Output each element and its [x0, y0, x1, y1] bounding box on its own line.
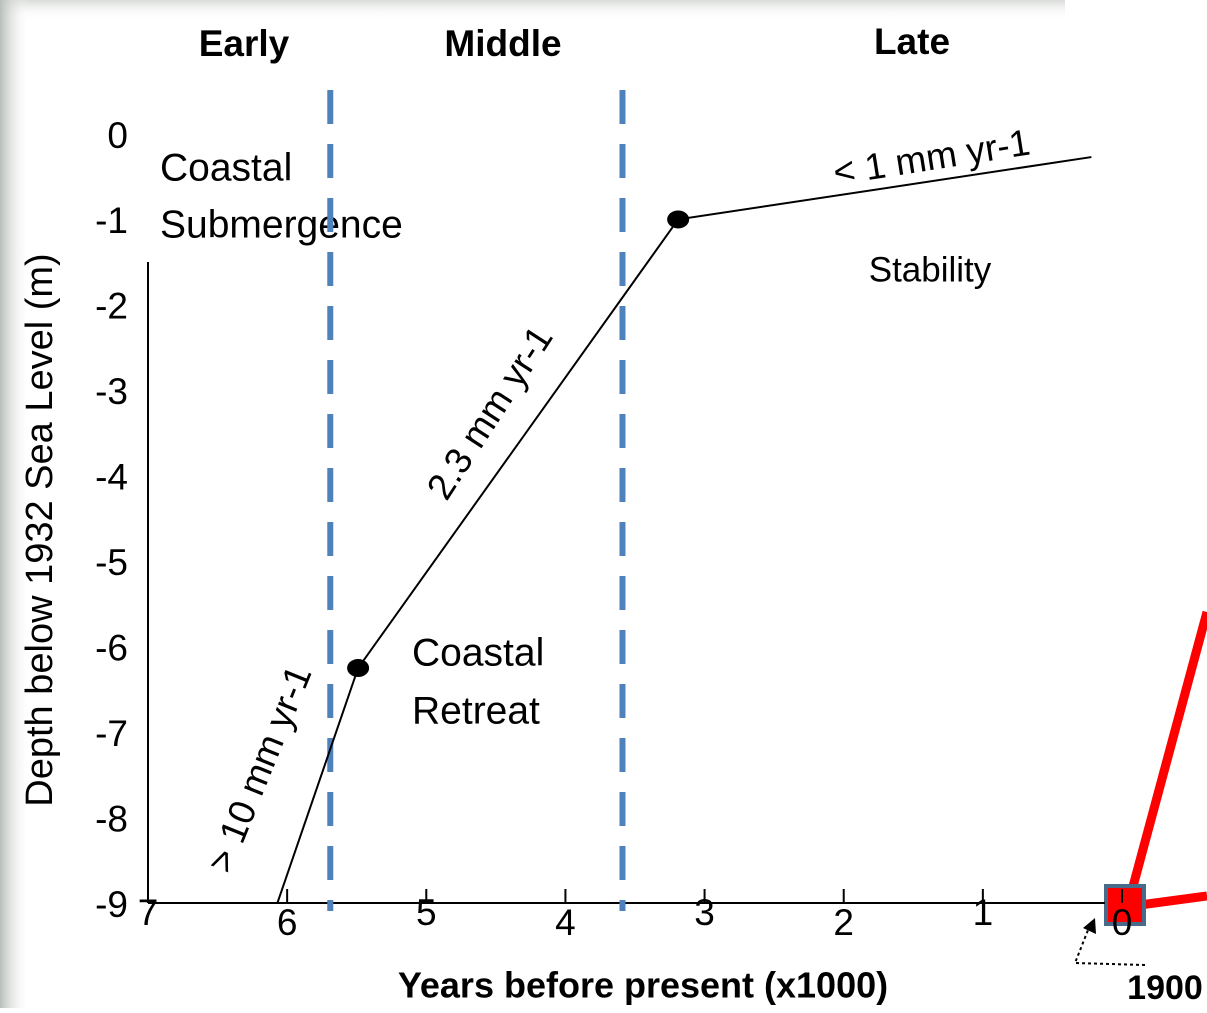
annotation: Coastal — [160, 146, 292, 189]
background-top — [0, 0, 1065, 20]
x-tick-label: 4 — [555, 902, 576, 943]
reference-year: 1900 — [1127, 969, 1203, 1007]
y-tick-label: -6 — [95, 627, 128, 668]
x-tick-label: 3 — [694, 892, 715, 933]
y-tick-label: -2 — [95, 286, 128, 327]
y-tick-label: 0 — [107, 115, 128, 156]
data-point — [347, 659, 370, 678]
x-axis-label: Years before present (x1000) — [398, 965, 888, 1006]
x-tick-label: 7 — [138, 892, 159, 933]
y-tick-label: -5 — [95, 542, 128, 583]
x-tick-label: 6 — [277, 902, 298, 943]
x-tick-label: 0 — [1112, 902, 1133, 943]
y-tick-label: -9 — [95, 884, 128, 925]
y-tick-label: -7 — [95, 713, 128, 754]
annotation: Retreat — [412, 689, 540, 732]
annotation: Stability — [869, 250, 992, 289]
period-label: Late — [874, 21, 950, 62]
y-tick-label: -8 — [95, 798, 128, 839]
rate-label: > 10 mm yr-1 — [199, 660, 319, 878]
annotation: Coastal — [412, 631, 544, 674]
background-left — [0, 0, 30, 1008]
red-line — [1139, 891, 1207, 910]
x-tick-label: 2 — [833, 902, 854, 943]
y-tick-label: -4 — [95, 457, 128, 498]
x-tick-label: 1 — [973, 892, 994, 933]
data-line — [276, 156, 1092, 904]
arrow — [1073, 924, 1146, 966]
x-tick-label: 5 — [416, 892, 437, 933]
annotation: Submergence — [160, 203, 403, 246]
red-marker — [1104, 884, 1146, 926]
red-line — [1123, 610, 1207, 907]
y-tick-label: -3 — [95, 371, 128, 412]
period-label: Early — [199, 23, 290, 64]
y-axis-label: Depth below 1932 Sea Level (m) — [19, 253, 61, 806]
rate-label: < 1 mm yr-1 — [830, 122, 1032, 194]
y-tick-label: -1 — [95, 200, 128, 241]
period-label: Middle — [444, 23, 561, 64]
data-point — [667, 210, 690, 229]
arrow-head — [1083, 918, 1096, 934]
